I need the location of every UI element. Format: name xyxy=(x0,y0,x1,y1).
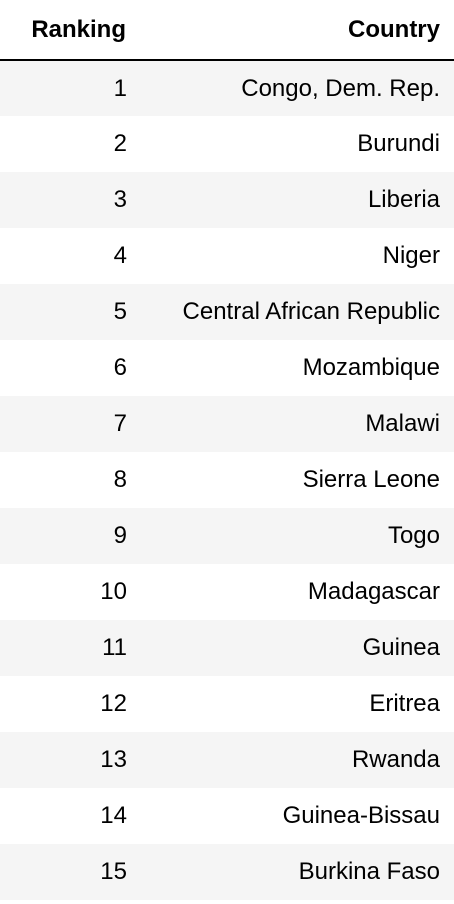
table-row: 11 Guinea xyxy=(0,620,454,676)
ranking-cell: 15 xyxy=(100,858,127,885)
table-row: 10 Madagascar xyxy=(0,564,454,620)
country-cell: Guinea-Bissau xyxy=(282,802,440,829)
table-row: 1 Congo, Dem. Rep. xyxy=(0,60,454,116)
table-header: Ranking Country xyxy=(0,0,454,61)
ranking-cell: 13 xyxy=(100,746,127,773)
ranking-cell: 12 xyxy=(100,690,127,717)
header-row: Ranking Country xyxy=(0,0,454,61)
table-row: 8 Sierra Leone xyxy=(0,452,454,508)
ranking-cell: 6 xyxy=(113,354,127,381)
country-cell: Sierra Leone xyxy=(302,466,440,493)
table-row: 13 Rwanda xyxy=(0,732,454,788)
table-row: 2 Burundi xyxy=(0,116,454,172)
table-row: 12 Eritrea xyxy=(0,676,454,732)
country-cell: Guinea xyxy=(362,634,440,661)
table-row: 3 Liberia xyxy=(0,172,454,228)
ranking-cell: 14 xyxy=(100,802,127,829)
country-cell: Togo xyxy=(387,522,440,549)
country-cell: Liberia xyxy=(367,186,440,213)
ranking-cell: 10 xyxy=(100,578,127,605)
country-cell: Central African Republic xyxy=(182,298,440,325)
table-row: 6 Mozambique xyxy=(0,340,454,396)
country-cell: Congo, Dem. Rep. xyxy=(241,74,440,102)
country-cell: Burundi xyxy=(357,130,440,157)
table-row: 15 Burkina Faso xyxy=(0,844,454,900)
ranking-cell: 11 xyxy=(102,634,127,661)
ranking-cell: 4 xyxy=(113,242,127,269)
country-cell: Niger xyxy=(382,242,440,269)
ranking-cell: 8 xyxy=(113,466,127,493)
ranking-cell: 5 xyxy=(113,298,127,325)
ranking-cell: 1 xyxy=(113,74,127,102)
ranking-cell: 2 xyxy=(113,130,127,157)
table-row: 5 Central African Republic xyxy=(0,284,454,340)
ranking-cell: 3 xyxy=(113,186,127,213)
table-body: 1 Congo, Dem. Rep. 2 Burundi 3 Liberia 4 Niger 5… xyxy=(0,60,454,900)
table-row: 4 Niger xyxy=(0,228,454,284)
country-cell: Rwanda xyxy=(351,746,440,773)
column-header-country: Country xyxy=(142,0,454,61)
country-cell: Madagascar xyxy=(307,578,440,605)
country-cell: Malawi xyxy=(365,410,440,437)
ranking-cell: 7 xyxy=(113,410,127,437)
country-cell: Eritrea xyxy=(369,690,440,717)
country-cell: Burkina Faso xyxy=(298,858,440,885)
ranking-cell: 9 xyxy=(113,522,127,549)
column-header-ranking: Ranking xyxy=(0,0,142,61)
table-row: 7 Malawi xyxy=(0,396,454,452)
table-row: 9 Togo xyxy=(0,508,454,564)
table-row: 14 Guinea-Bissau xyxy=(0,788,454,844)
country-cell: Mozambique xyxy=(302,354,440,381)
